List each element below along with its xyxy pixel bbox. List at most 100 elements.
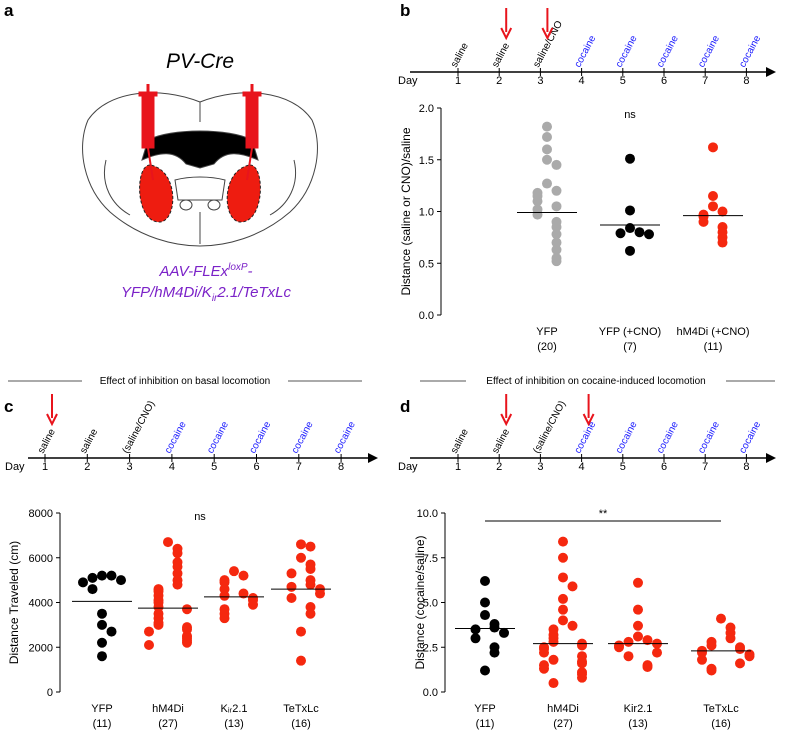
y-tick-label: 0.5 (419, 258, 434, 270)
day-number: 5 (620, 75, 626, 87)
data-point (633, 620, 643, 631)
group-n: (7) (623, 341, 636, 353)
injection-site (139, 164, 174, 223)
data-point (78, 577, 88, 588)
data-point (558, 593, 568, 604)
data-point (577, 658, 587, 669)
data-point (708, 142, 718, 153)
virus-text: - (248, 263, 253, 280)
data-point (106, 570, 117, 581)
ventricle (141, 130, 259, 169)
data-point (551, 237, 562, 248)
data-point (567, 581, 578, 592)
data-point (725, 633, 736, 644)
annotation: ** (599, 508, 608, 520)
data-point (717, 237, 728, 248)
data-point (106, 626, 117, 637)
data-point (577, 640, 587, 651)
panel-label: a (4, 1, 14, 20)
day-number: 5 (211, 461, 217, 473)
y-tick-label: 2000 (29, 642, 53, 654)
panel-label: d (400, 397, 410, 416)
data-point (97, 619, 107, 630)
y-tick-label: 5.0 (423, 598, 438, 610)
data-point (551, 201, 562, 212)
data-point (551, 244, 562, 255)
group-n: (16) (291, 718, 311, 730)
data-point (470, 633, 481, 644)
data-point (144, 626, 154, 637)
data-point (248, 599, 258, 610)
cortex-line (269, 159, 296, 216)
syringe-needle (246, 147, 253, 181)
day-number: 3 (537, 461, 543, 473)
y-axis-label: Distance Traveled (cm) (7, 541, 21, 664)
data-point (625, 245, 635, 256)
data-point (716, 613, 726, 624)
arrow-head (46, 413, 58, 427)
day-number: 2 (84, 461, 90, 473)
data-point (499, 627, 509, 638)
data-point (698, 216, 709, 227)
data-point (97, 637, 107, 648)
annotation: ns (624, 109, 636, 121)
data-point (625, 205, 635, 216)
data-point (697, 647, 707, 658)
virus-text: YFP/hM4Di/K (121, 284, 213, 301)
data-point (642, 635, 653, 646)
group-n: (27) (553, 718, 573, 730)
data-point (708, 190, 718, 201)
brain-diagram (82, 92, 318, 247)
data-point (532, 209, 543, 220)
x-tick-label: YFP (+CNO) (599, 326, 661, 338)
group-n: (16) (711, 718, 731, 730)
data-point (577, 672, 587, 683)
data-point (548, 678, 559, 689)
data-point (470, 624, 481, 635)
data-point (480, 597, 490, 608)
data-point (551, 256, 562, 267)
data-point (717, 206, 728, 217)
day-number: 3 (537, 75, 543, 87)
day-number: 1 (42, 461, 48, 473)
day-number: 4 (169, 461, 175, 473)
data-point (551, 185, 562, 196)
data-point (238, 570, 249, 581)
data-point (182, 637, 192, 648)
day-number: 4 (579, 75, 585, 87)
data-point (551, 222, 562, 233)
virus-text: 2.1/TeTxLc (216, 284, 291, 301)
data-point (480, 576, 490, 587)
data-point (542, 178, 552, 189)
data-point (532, 196, 543, 207)
data-point (558, 615, 568, 626)
y-tick-label: 8000 (29, 508, 53, 520)
data-point (625, 153, 635, 164)
cortex-line (104, 159, 131, 216)
data-point (615, 228, 626, 239)
y-tick-label: 0.0 (419, 310, 434, 322)
arrow-head (500, 27, 513, 41)
data-point (87, 572, 98, 583)
data-point (305, 541, 316, 552)
x-tick-label: TeTxLc (703, 703, 739, 715)
virus-sub: ir (212, 293, 218, 304)
data-point (305, 608, 316, 619)
day-label: Day (398, 461, 418, 473)
data-point (238, 588, 249, 599)
data-point (548, 636, 559, 647)
x-tick-label: hM4Di (+CNO) (676, 326, 749, 338)
data-point (652, 647, 662, 658)
arrow-head (500, 413, 513, 427)
data-point (286, 581, 297, 592)
x-tick-label: hM4Di (547, 703, 579, 715)
syringe-body (141, 95, 155, 149)
data-point (219, 590, 230, 601)
data-point (548, 654, 559, 665)
data-point (542, 121, 552, 132)
data-point (87, 584, 98, 595)
data-point (116, 575, 126, 586)
arrow-head (582, 413, 595, 427)
